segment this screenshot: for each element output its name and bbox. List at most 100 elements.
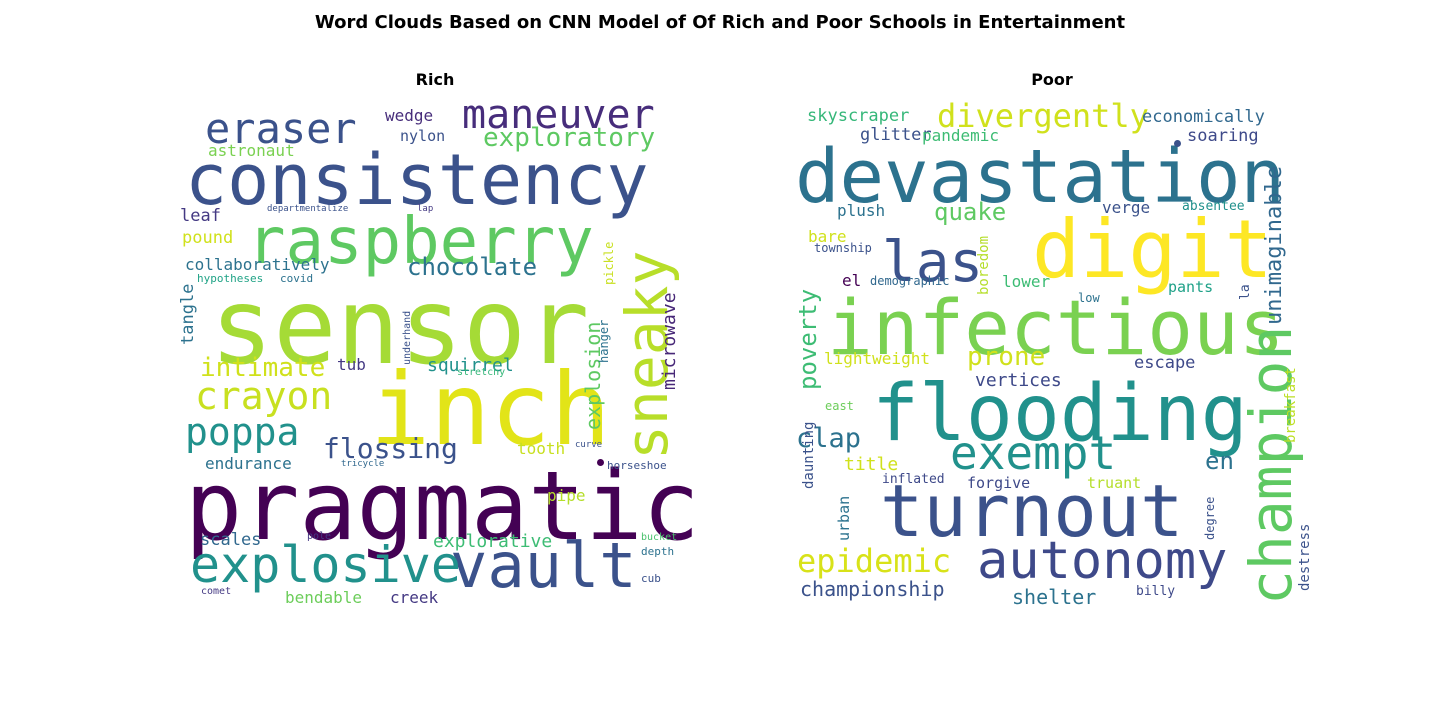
cloud-word: microwave [659,292,680,390]
cloud-word: flooding [872,369,1248,459]
cloud-word: vault [450,529,637,602]
cloud-word: divergently [937,97,1149,135]
panel-title-rich: Rich [415,70,455,89]
cloud-word: demographic [870,274,950,288]
cloud-word: pandemic [922,126,1000,145]
cloud-word: plush [837,201,886,220]
cloud-word: poverty [794,288,822,390]
cloud-dot [1174,140,1181,147]
cloud-word: tangle [178,283,198,345]
cloud-word: consistency [185,139,649,221]
cloud-word: squirrel [427,355,514,376]
cloud-word: en [1205,447,1234,475]
cloud-word: shelter [1012,585,1097,609]
cloud-word: lightweight [824,349,930,368]
cloud-word: cub [641,572,661,585]
cloud-word: low [1078,291,1100,305]
cloud-word: glitter [860,125,932,145]
cloud-word: absentee [1182,199,1245,214]
cloud-word: autonomy [977,531,1228,591]
cloud-word: devastation [795,134,1286,220]
cloud-word: pound [182,228,234,248]
cloud-word: underhand [402,310,413,365]
cloud-word: township [814,241,872,255]
cloud-word: vertices [975,370,1062,391]
cloud-word: endurance [205,454,292,473]
cloud-word: east [825,399,854,413]
cloud-word: collaboratively [185,255,330,274]
cloud-word: urban [835,495,853,541]
cloud-word: bendable [285,588,363,607]
cloud-word: quake [934,198,1007,226]
cloud-word: daunting [801,421,817,489]
cloud-word: tub [337,355,366,374]
cloud-word: flossing [323,432,458,465]
cloud-word: eraser [205,104,357,153]
cloud-word: destress [1297,523,1312,591]
cloud-word: hypotheses [197,272,264,285]
cloud-word: degree [1203,496,1217,540]
cloud-word: soaring [1187,126,1259,146]
cloud-word: stretchy [457,367,506,378]
cloud-word: economically [1142,107,1265,127]
cloud-word: maneuver [462,95,655,138]
cloud-word: inflated [882,472,945,487]
cloud-word: tooth [517,439,566,458]
cloud-word: breakfast [1283,367,1299,443]
cloud-word: verge [1102,198,1151,217]
cloud-word: infectious [827,283,1285,372]
cloud-dot [597,459,604,466]
cloud-word: horseshoe [607,459,667,472]
cloud-word: tricycle [341,459,385,469]
cloud-word: crayon [195,374,333,418]
cloud-word: lower [1002,272,1051,291]
cloud-word: unimaginable [1262,166,1287,325]
cloud-word: boredom [976,235,992,295]
cloud-word: pole [307,531,332,542]
cloud-word: curve [575,440,603,450]
cloud-word: inch [370,351,611,468]
cloud-word: hanger [597,319,611,363]
cloud-word: la [1238,284,1253,300]
cloud-word: creek [390,588,439,607]
cloud-word: pragmatic [185,452,695,562]
cloud-word: depth [641,545,675,558]
cloud-word: pants [1168,278,1214,296]
cloud-word: epidemic [797,542,952,580]
cloud-word: title [844,454,899,475]
cloud-word: escape [1134,353,1196,373]
cloud-word: truant [1087,474,1142,492]
cloud-word: scales [200,530,262,550]
cloud-word: pickle [602,241,616,285]
cloud-word: exploratory [483,123,656,153]
cloud-word: raspberry [247,205,594,279]
panel-title-poor: Poor [1031,70,1073,89]
word-cloud-poor: devastation infectious flooding turnout digi… [792,95,1312,615]
cloud-word: lap [417,204,434,214]
word-cloud-rich: sensor pragmatic consistency inch raspberry v… [175,95,695,615]
figure-title: Word Clouds Based on CNN Model of Of Ric… [314,12,1126,33]
cloud-word: wedge [385,106,434,125]
cloud-word: el [842,271,862,290]
cloud-word: forgive [967,474,1031,492]
cloud-word: comet [201,586,232,597]
cloud-word: las [882,230,984,295]
cloud-word: leaf [180,206,221,226]
cloud-word: prone [967,342,1046,372]
cloud-word: astronaut [208,141,295,160]
cloud-word: poppa [185,410,300,454]
cloud-word: nylon [400,127,446,145]
cloud-word: sensor [210,266,590,388]
cloud-word: explorative [433,531,553,552]
cloud-word: clap [796,423,862,454]
cloud-word: covid [280,272,314,285]
cloud-word: exempt [950,426,1117,480]
cloud-word: bare [808,227,847,246]
cloud-word: intimate [200,353,326,383]
cloud-word: bucket [641,532,678,543]
cloud-word: explosive [190,536,461,594]
cloud-word: pipe [547,486,586,505]
cloud-word: digit [1032,203,1273,296]
cloud-word: departmentalize [267,204,349,214]
cloud-word: chocolate [407,253,538,281]
